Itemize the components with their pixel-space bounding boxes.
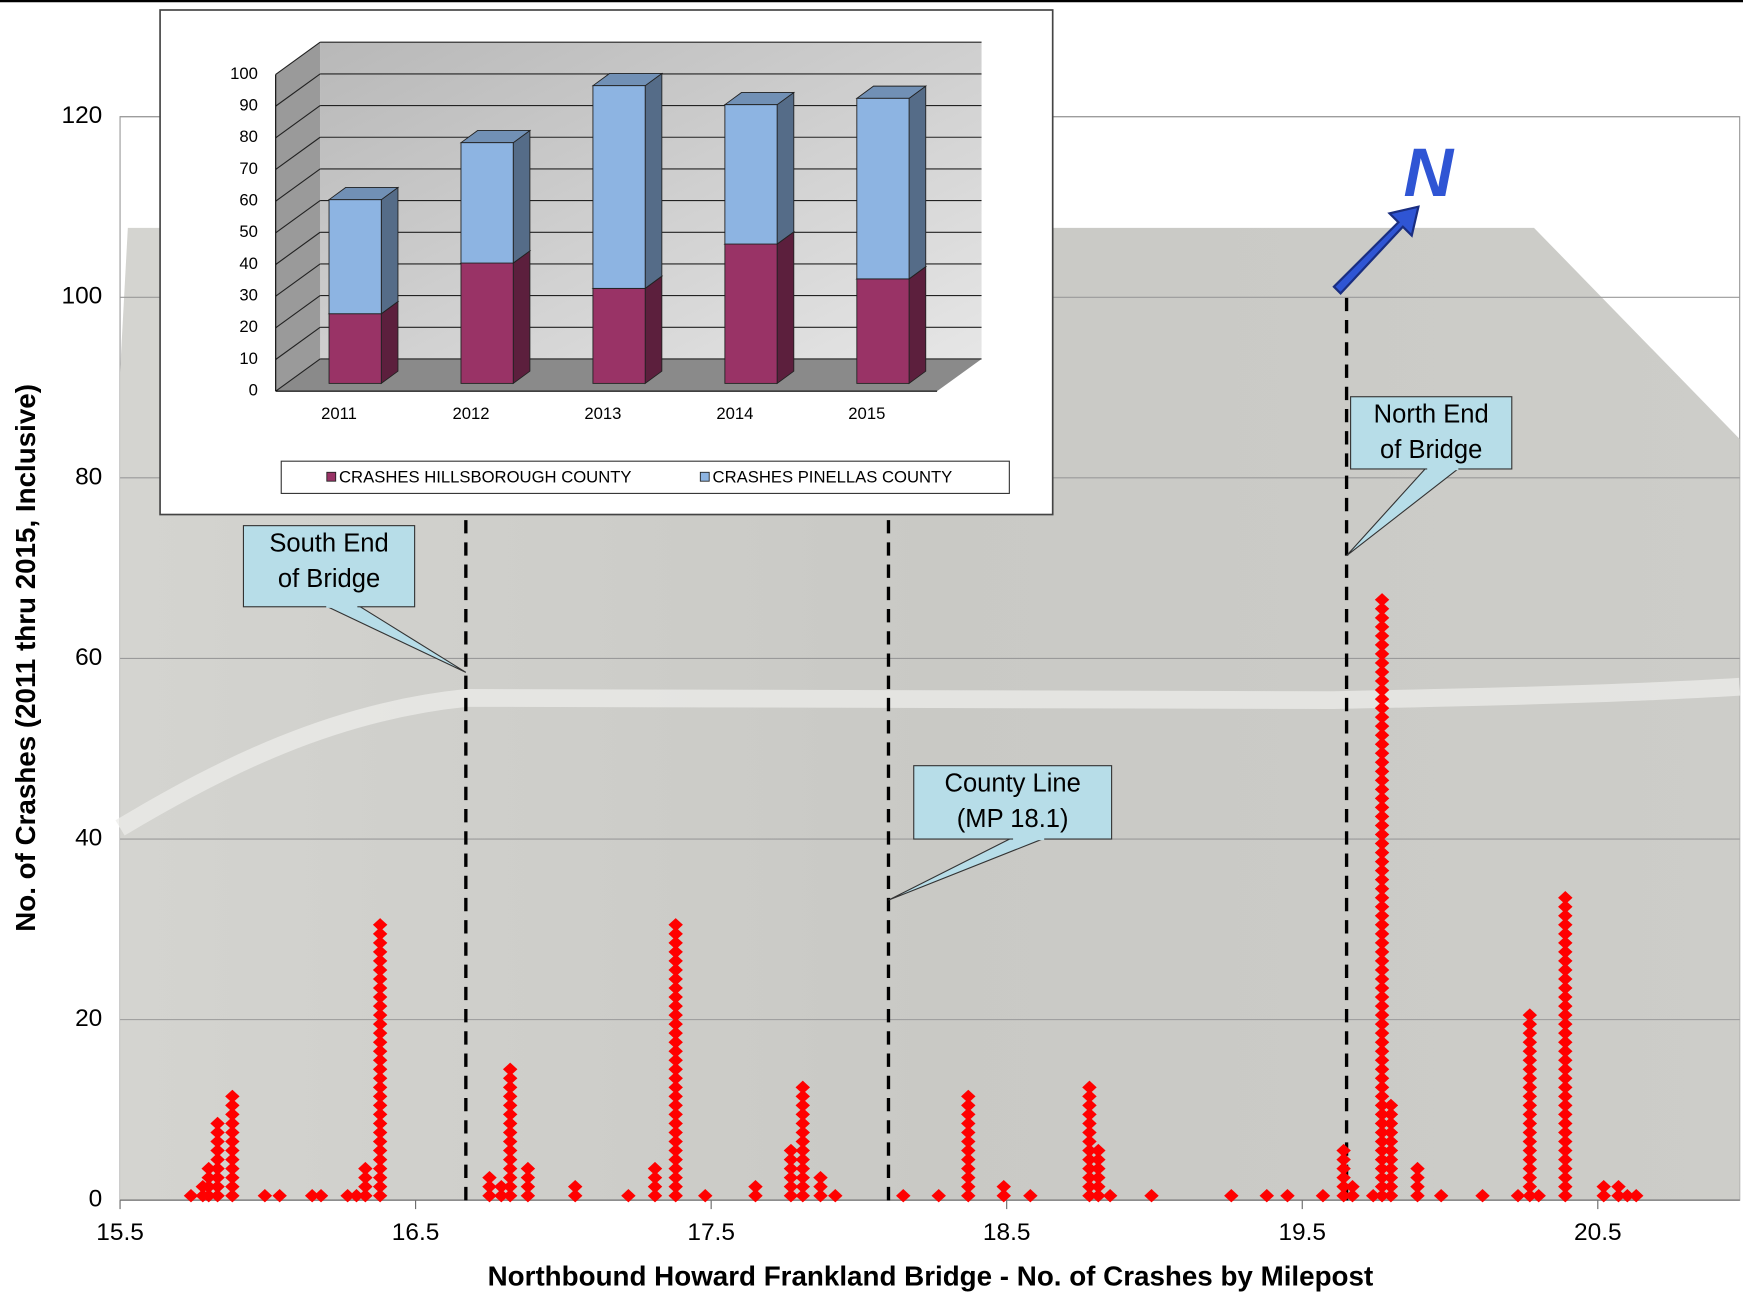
inset-bar [857,279,909,384]
x-tick-label: 19.5 [1278,1219,1326,1246]
inset-bar [725,105,777,244]
y-axis-title: No. of Crashes (2011 thru 2015, Inclusiv… [10,384,41,932]
inset-bar [461,143,513,263]
inset-bar-side [777,92,794,244]
y-tick-label: 60 [75,644,102,671]
inset-bar-side [381,301,398,383]
crash-stack [373,918,387,1202]
y-tick-label: 80 [75,463,102,490]
inset-bar [593,86,645,289]
inset-bar-side [909,267,926,384]
inset-bar-side [645,276,662,383]
callout-text: of Bridge [278,565,380,593]
inset-chart: 0 10 20 30 40 50 60 70 80 90 100 2011 2012 2013 2014 20… [160,10,1053,515]
page: Northbound Howard Frankland Bridge - No.… [0,0,1743,1298]
inset-legend-swatch [700,472,709,481]
x-tick-label: 20.5 [1574,1219,1622,1246]
inset-y-tick-label: 20 [239,317,258,336]
callout-text: South End [269,529,388,557]
inset-bar-side [513,130,530,263]
x-axis-title: Northbound Howard Frankland Bridge - No.… [488,1260,1374,1291]
inset-y-tick-label: 30 [239,286,258,305]
inset-bar [857,98,909,279]
y-tick-label: 40 [75,824,102,851]
inset-x-tick-label: 2013 [584,404,621,423]
compass-label: N [1404,134,1455,211]
inset-bar-side [513,251,530,384]
inset-legend-swatch [327,472,336,481]
inset-bar [725,244,777,383]
inset-x-tick-label: 2011 [321,404,357,423]
inset-bar-side [381,187,398,313]
inset-bar-side [645,73,662,288]
inset-x-tick-label: 2012 [452,404,489,423]
callout-text: (MP 18.1) [957,805,1069,833]
inset-y-tick-label: 100 [230,64,258,83]
inset-bar-side [909,86,926,279]
callout-text: County Line [944,769,1080,797]
callout-text: North End [1374,400,1489,428]
inset-y-tick-label: 70 [239,159,258,178]
x-tick-label: 16.5 [392,1219,440,1246]
inset-y-tick-label: 40 [239,254,258,273]
inset-bar-side [777,232,794,384]
callout-text: of Bridge [1380,436,1482,464]
inset-bar [329,200,381,314]
x-tick-label: 15.5 [96,1219,144,1246]
inset-legend-label: CRASHES HILLSBOROUGH COUNTY [339,467,632,486]
inset-y-tick-label: 90 [239,96,258,115]
y-tick-label: 120 [61,102,102,129]
inset-x-tick-label: 2014 [716,404,753,423]
chart: Northbound Howard Frankland Bridge - No.… [0,0,1743,1298]
inset-legend-label: CRASHES PINELLAS COUNTY [713,467,953,486]
inset-x-tick-label: 2015 [848,404,885,423]
inset-bar [461,263,513,383]
crash-stack [813,1171,827,1202]
crash-stack [668,918,682,1202]
inset-y-tick-label: 60 [239,191,258,210]
x-tick-label: 17.5 [687,1219,735,1246]
crash-stack [1384,1099,1398,1203]
inset-y-tick-label: 80 [239,127,258,146]
x-tick-label: 18.5 [983,1219,1031,1246]
y-tick-label: 0 [89,1186,103,1213]
inset-y-tick-label: 50 [239,222,258,241]
inset-bar [329,314,381,384]
inset-y-tick-label: 10 [239,349,258,368]
inset-bar [593,288,645,383]
inset-y-tick-label: 0 [249,381,258,400]
y-tick-label: 20 [75,1005,102,1032]
y-tick-label: 100 [61,283,102,310]
